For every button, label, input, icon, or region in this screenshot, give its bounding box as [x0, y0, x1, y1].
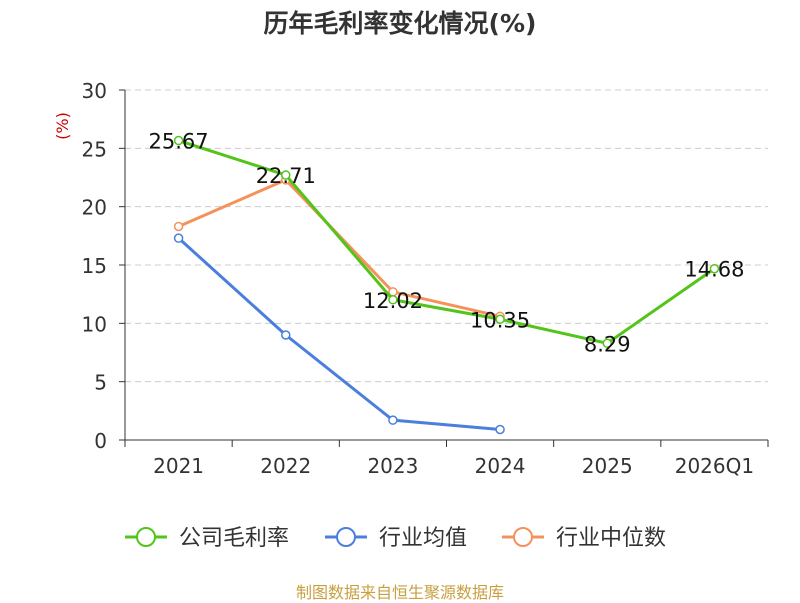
- data-label-2022: 22.71: [256, 164, 316, 188]
- x-tick-label-2021: 2021: [153, 454, 204, 478]
- y-tick-label-0: 0: [94, 429, 107, 453]
- legend-label-1: 行业均值: [379, 526, 467, 551]
- y-tick-label-20: 20: [82, 196, 107, 220]
- x-tick-label-2022: 2022: [260, 454, 311, 478]
- legend-label-2: 行业中位数: [556, 526, 666, 551]
- series-0-point-2023: [388, 295, 398, 305]
- data-label-2025: 8.29: [584, 332, 631, 356]
- legend-marker-0: [136, 527, 156, 547]
- y-tick-label-10: 10: [82, 312, 107, 336]
- series-1-point-2024: [495, 424, 505, 435]
- series-2-point-2021: [173, 221, 184, 232]
- series-0-point-2024: [495, 314, 505, 324]
- data-label-2021: 25.67: [149, 130, 209, 154]
- y-tick-label-5: 5: [94, 371, 107, 395]
- chart-title: 历年毛利率变化情况(%): [263, 9, 537, 38]
- legend-marker-1: [336, 527, 356, 547]
- x-tick-label-2025: 2025: [582, 454, 633, 478]
- y-tick-label-25: 25: [82, 137, 107, 161]
- series-line-0: [178, 139, 716, 345]
- series-1-point-2022: [281, 330, 291, 340]
- data-label-2023: 12.02: [363, 289, 423, 313]
- series-line-1: [177, 237, 501, 431]
- y-axis-label: (%): [53, 112, 72, 140]
- data-label-2026Q1: 14.68: [684, 258, 744, 282]
- x-tick-label-2023: 2023: [367, 454, 418, 478]
- legend-label-0: 公司毛利率: [179, 526, 289, 551]
- data-label-2024: 10.35: [470, 308, 530, 332]
- series-line-2: [177, 178, 501, 318]
- data-source-note: 制图数据来自恒生聚源数据库: [295, 583, 504, 602]
- series-0-point-2025: [602, 338, 612, 349]
- series-0-point-2026Q1: [709, 263, 720, 274]
- legend-marker-2: [513, 527, 533, 547]
- series-1-point-2021: [173, 233, 184, 243]
- x-tick-label-2024: 2024: [475, 454, 526, 478]
- series-1-point-2023: [388, 415, 398, 425]
- x-tick-label-2026Q1: 2026Q1: [675, 454, 754, 478]
- y-tick-label-15: 15: [82, 254, 107, 278]
- y-tick-label-30: 30: [82, 79, 107, 103]
- series-0-point-2022: [281, 170, 291, 180]
- series-0-point-2021: [173, 135, 184, 146]
